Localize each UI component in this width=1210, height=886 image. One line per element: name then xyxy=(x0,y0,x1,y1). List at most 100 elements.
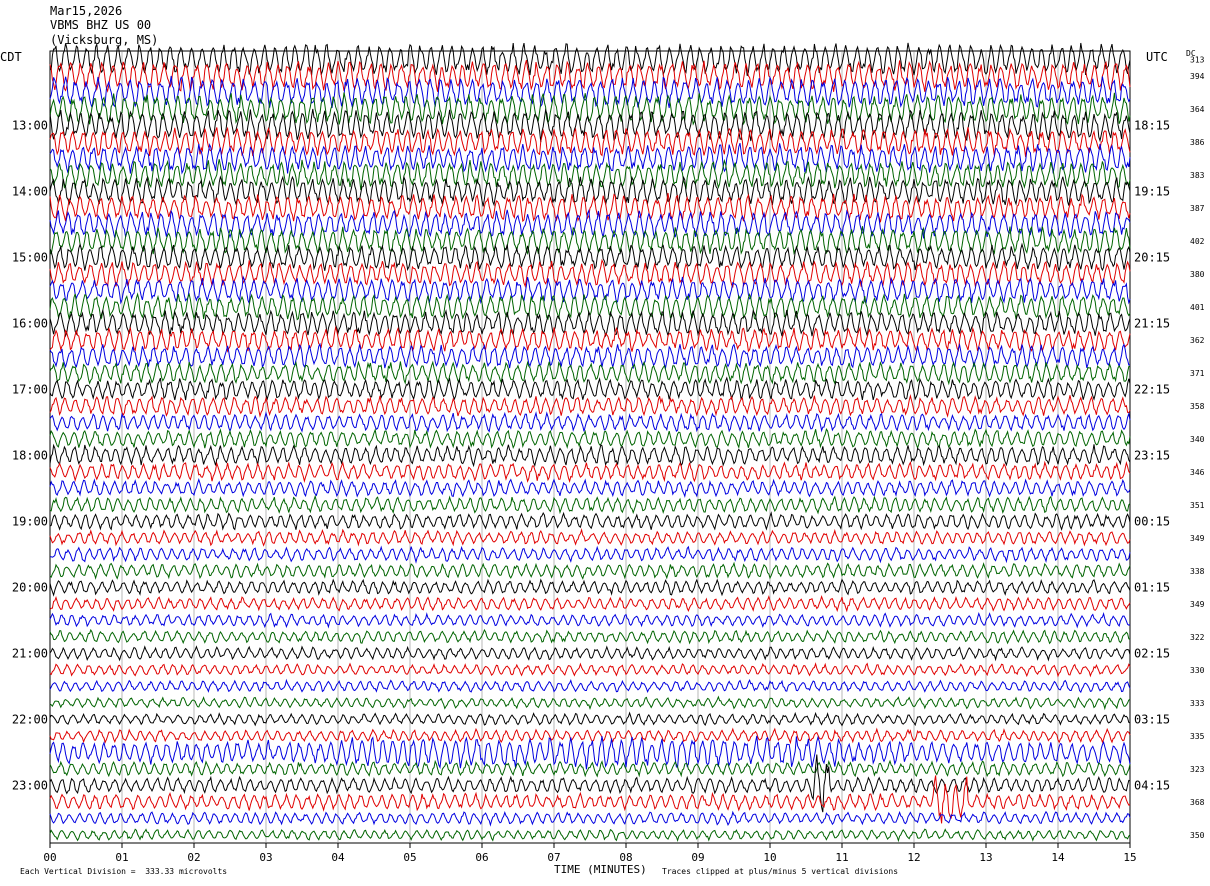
x-tick-label: 12 xyxy=(907,851,920,864)
seismic-trace xyxy=(49,75,1131,109)
x-tick-label: 05 xyxy=(403,851,416,864)
seismic-trace xyxy=(49,242,1131,272)
x-axis-label: TIME (MINUTES) xyxy=(554,863,647,876)
x-tick-label: 00 xyxy=(43,851,56,864)
seismic-trace xyxy=(49,325,1131,353)
seismic-trace xyxy=(49,360,1131,386)
seismic-trace xyxy=(49,175,1131,207)
seismic-trace xyxy=(49,42,1131,77)
x-tick-label: 01 xyxy=(115,851,128,864)
seismic-trace xyxy=(49,308,1131,338)
x-tick-label: 06 xyxy=(475,851,488,864)
clip-note: Traces clipped at plus/minus 5 vertical … xyxy=(662,867,899,876)
dc-offset-label: 351 xyxy=(1190,501,1205,510)
right-hour-label: 20:15 xyxy=(1134,250,1170,264)
left-hour-label: 23:00 xyxy=(12,778,48,792)
seismic-trace xyxy=(49,695,1131,711)
seismic-trace xyxy=(49,810,1131,827)
seismic-trace xyxy=(49,828,1131,843)
recording-date: Mar15,2026 xyxy=(50,4,123,18)
seismic-trace xyxy=(49,108,1131,143)
dc-offset-label: 371 xyxy=(1190,369,1205,378)
dc-offset-label: 358 xyxy=(1190,402,1205,411)
dc-offset-label: 338 xyxy=(1190,567,1205,576)
left-hour-label: 16:00 xyxy=(12,316,48,330)
left-hour-label: 22:00 xyxy=(12,712,48,726)
seismic-trace xyxy=(49,92,1131,126)
seismic-trace xyxy=(49,735,1131,770)
seismic-trace xyxy=(49,578,1131,597)
seismic-trace xyxy=(49,225,1131,255)
right-hour-label: 18:15 xyxy=(1134,118,1170,132)
dc-offset-label: 313 xyxy=(1190,55,1205,64)
dc-offset-label: 368 xyxy=(1190,798,1205,807)
dc-offset-label: 346 xyxy=(1190,468,1205,477)
seismic-trace xyxy=(49,258,1131,289)
dc-offset-label: 350 xyxy=(1190,831,1205,840)
dc-offset-label: 333 xyxy=(1190,699,1205,708)
seismic-trace xyxy=(49,775,1131,824)
plot-frame xyxy=(49,50,1131,844)
station-location: (Vicksburg, MS) xyxy=(50,33,159,47)
seismic-trace xyxy=(49,208,1131,240)
seismic-trace xyxy=(49,759,1131,778)
x-tick-label: 08 xyxy=(619,851,632,864)
dc-offset-label: 364 xyxy=(1190,105,1205,114)
dc-offset-label: 335 xyxy=(1190,732,1205,741)
left-timezone-label: CDT xyxy=(0,50,22,64)
dc-offset-header: DC xyxy=(1186,49,1196,58)
dc-offset-label: 394 xyxy=(1190,72,1205,81)
x-tick-label: 03 xyxy=(259,851,272,864)
dc-offset-label: 362 xyxy=(1190,336,1205,345)
left-hour-label: 19:00 xyxy=(12,514,48,528)
seismic-trace xyxy=(49,612,1131,629)
station-code: VBMS BHZ US 00 xyxy=(50,18,152,32)
seismic-trace xyxy=(49,727,1131,745)
seismic-trace xyxy=(49,443,1131,468)
dc-offset-label: 402 xyxy=(1190,237,1205,246)
right-hour-label: 00:15 xyxy=(1134,514,1170,528)
seismic-trace xyxy=(49,411,1131,433)
dc-offset-label: 386 xyxy=(1190,138,1205,147)
seismic-trace xyxy=(49,645,1131,662)
x-tick-label: 13 xyxy=(979,851,992,864)
right-hour-label: 03:15 xyxy=(1134,712,1170,726)
seismic-trace xyxy=(49,460,1131,483)
right-hour-label: 21:15 xyxy=(1134,316,1170,330)
seismic-trace xyxy=(49,494,1131,515)
right-hour-label: 04:15 xyxy=(1134,778,1170,792)
x-tick-label: 04 xyxy=(331,851,345,864)
x-tick-label: 11 xyxy=(835,851,848,864)
left-hour-label: 18:00 xyxy=(12,448,48,462)
right-hour-label: 01:15 xyxy=(1134,580,1170,594)
x-tick-label: 10 xyxy=(763,851,776,864)
x-tick-label: 14 xyxy=(1051,851,1065,864)
dc-offset-label: 322 xyxy=(1190,633,1205,642)
dc-offset-label: 383 xyxy=(1190,171,1205,180)
seismic-trace xyxy=(49,595,1131,613)
seismic-trace xyxy=(49,342,1131,370)
seismic-trace xyxy=(49,754,1131,813)
seismic-trace xyxy=(49,158,1131,191)
left-hour-label: 14:00 xyxy=(12,184,48,198)
left-hour-label: 15:00 xyxy=(12,250,48,264)
dc-offset-label: 323 xyxy=(1190,765,1205,774)
right-hour-label: 22:15 xyxy=(1134,382,1170,396)
dc-offset-label: 380 xyxy=(1190,270,1205,279)
left-hour-label: 21:00 xyxy=(12,646,48,660)
seismic-trace xyxy=(50,545,1131,564)
right-timezone-label: UTC xyxy=(1146,50,1168,64)
seismic-trace xyxy=(49,511,1131,532)
seismic-trace xyxy=(49,376,1131,401)
seismic-trace xyxy=(49,142,1131,175)
x-tick-label: 02 xyxy=(187,851,200,864)
left-hour-label: 20:00 xyxy=(12,580,48,594)
dc-offset-label: 340 xyxy=(1190,435,1205,444)
right-hour-label: 23:15 xyxy=(1134,448,1170,462)
seismic-trace xyxy=(49,628,1131,645)
seismic-trace xyxy=(49,427,1131,450)
seismic-trace xyxy=(49,711,1131,727)
left-hour-label: 17:00 xyxy=(12,382,48,396)
seismic-trace xyxy=(49,193,1131,223)
